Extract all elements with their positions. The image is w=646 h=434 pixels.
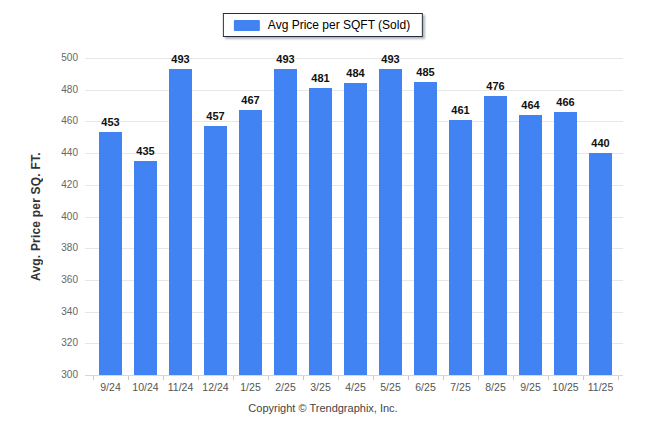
y-tick-label-500: 500: [40, 52, 78, 64]
bar-11/25: [589, 153, 612, 375]
bar-9/25: [519, 115, 542, 375]
bar-10/25: [554, 112, 577, 375]
bar-7/25: [449, 120, 472, 375]
legend-swatch: [234, 20, 260, 31]
bar-value-label: 440: [583, 137, 618, 150]
y-tick-label-420: 420: [40, 179, 78, 191]
bar-1/25: [239, 110, 262, 375]
bar-value-label: 481: [303, 72, 338, 85]
bar-value-label: 467: [233, 94, 268, 107]
x-axis-tick: [128, 376, 129, 380]
bar-value-label: 461: [443, 104, 478, 117]
x-axis-tick: [618, 376, 619, 380]
x-axis-tick: [548, 376, 549, 380]
y-tick-label-480: 480: [40, 84, 78, 96]
gridline-300: [85, 375, 623, 376]
y-tick-label-300: 300: [40, 369, 78, 381]
bar-value-label: 457: [198, 110, 233, 123]
chart-page: Avg Price per SQFT (Sold) Avg. Price per…: [0, 0, 646, 434]
x-axis-tick: [373, 376, 374, 380]
x-axis-tick: [583, 376, 584, 380]
x-axis-tick: [233, 376, 234, 380]
bar-value-label: 485: [408, 66, 443, 79]
bar-8/25: [484, 96, 507, 375]
x-axis-tick: [408, 376, 409, 380]
bar-value-label: 493: [163, 53, 198, 66]
bar-9/24: [99, 132, 122, 375]
legend: Avg Price per SQFT (Sold): [223, 13, 423, 37]
x-axis-tick: [478, 376, 479, 380]
bar-10/24: [134, 161, 157, 375]
y-tick-label-340: 340: [40, 306, 78, 318]
x-axis-tick: [198, 376, 199, 380]
bar-value-label: 493: [373, 53, 408, 66]
bar-value-label: 476: [478, 80, 513, 93]
bar-value-label: 484: [338, 67, 373, 80]
bar-4/25: [344, 83, 367, 375]
x-axis-tick: [268, 376, 269, 380]
y-tick-label-360: 360: [40, 274, 78, 286]
x-axis-tick: [513, 376, 514, 380]
bar-value-label: 493: [268, 53, 303, 66]
x-axis-tick: [93, 376, 94, 380]
bar-3/25: [309, 88, 332, 375]
bar-5/25: [379, 69, 402, 375]
bar-12/24: [204, 126, 227, 375]
copyright-text: Copyright © Trendgraphix, Inc.: [0, 402, 646, 414]
bar-value-label: 464: [513, 99, 548, 112]
bar-2/25: [274, 69, 297, 375]
bar-value-label: 435: [128, 145, 163, 158]
x-axis-tick: [338, 376, 339, 380]
x-axis-tick: [303, 376, 304, 380]
bar-value-label: 453: [93, 116, 128, 129]
bar-value-label: 466: [548, 96, 583, 109]
y-tick-label-400: 400: [40, 211, 78, 223]
x-tick-label-11/25: 11/25: [580, 381, 621, 393]
x-axis-tick: [163, 376, 164, 380]
y-tick-label-460: 460: [40, 115, 78, 127]
y-tick-label-380: 380: [40, 242, 78, 254]
bar-11/24: [169, 69, 192, 375]
legend-label: Avg Price per SQFT (Sold): [268, 19, 410, 31]
y-tick-label-440: 440: [40, 147, 78, 159]
y-tick-label-320: 320: [40, 337, 78, 349]
x-axis-tick: [443, 376, 444, 380]
bar-6/25: [414, 82, 437, 375]
